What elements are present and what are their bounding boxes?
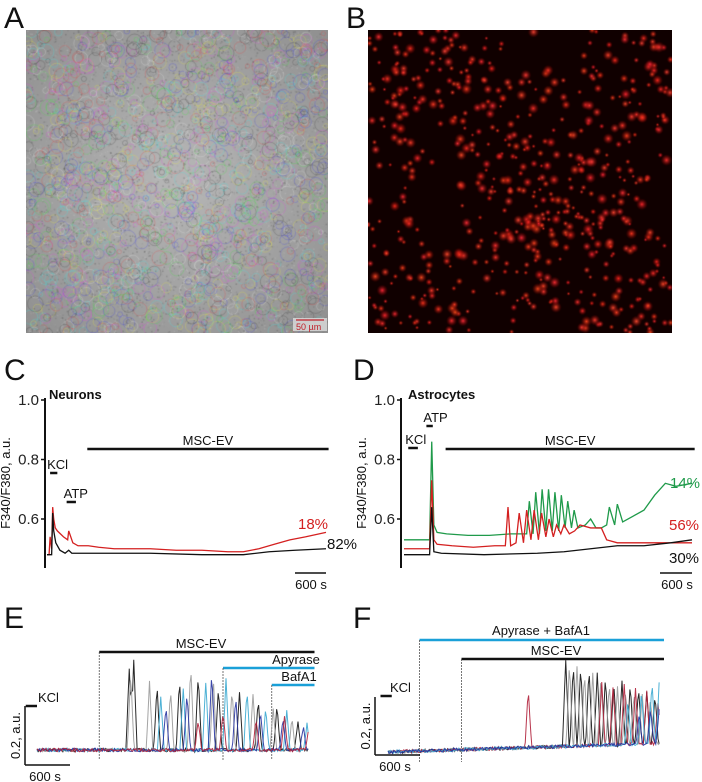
- chart-f: KCl Apyrase + BafA1 MSC-EV 0.2, a.u. 600 s: [358, 623, 664, 774]
- amplitude-scale-label: 0.2, a.u.: [358, 703, 373, 750]
- time-scale-label: 600 s: [379, 759, 411, 774]
- chart-d-title: Astrocytes: [408, 387, 475, 402]
- time-scale-label: 600 s: [661, 577, 693, 592]
- trace: [36, 678, 309, 754]
- y-axis-label: F340/F380, a.u.: [0, 437, 13, 529]
- stimulus-label: Apyrase: [272, 652, 320, 667]
- y-tick-label: 1.0: [18, 392, 39, 409]
- trace-label: 18%: [298, 516, 328, 533]
- stimulus-label: BafA1: [281, 669, 316, 684]
- stimulus-label: ATP: [64, 486, 88, 501]
- stimulus-label: Apyrase + BafA1: [492, 623, 590, 638]
- panel-label-b: B: [346, 2, 366, 35]
- trace: [36, 659, 309, 754]
- y-tick-label: 0.6: [374, 511, 395, 528]
- trace-14pct: [404, 441, 693, 541]
- stimulus-label: MSC-EV: [183, 433, 234, 448]
- y-tick-label: 0.6: [18, 511, 39, 528]
- trace-label: 14%: [670, 475, 700, 492]
- stimulus-label: KCl: [390, 680, 411, 695]
- panel-label-f: F: [353, 602, 371, 635]
- trace: [36, 675, 309, 753]
- panel-label-e: E: [4, 602, 24, 635]
- chart-e: KCl MSC-EV Apyrase BafA1 0.2, a.u. 600 s: [8, 636, 320, 782]
- panel-label-c: C: [4, 354, 26, 387]
- stimulus-label: MSC-EV: [531, 643, 582, 658]
- panel-label-a: A: [4, 2, 24, 35]
- trace: [36, 715, 309, 754]
- amplitude-scale-label: 0.2, a.u.: [8, 712, 23, 759]
- trace-label: 82%: [327, 536, 357, 553]
- fluorescence-micrograph: [368, 30, 672, 333]
- trace-label: 56%: [669, 517, 699, 534]
- stimulus-label: MSC-EV: [545, 433, 596, 448]
- stimulus-label: KCl: [47, 457, 68, 472]
- stimulus-label: KCl: [38, 690, 59, 705]
- y-tick-label: 1.0: [374, 392, 395, 409]
- chart-c-title: Neurons: [49, 387, 102, 402]
- stimulus-label: ATP: [423, 410, 447, 425]
- y-tick-label: 0.8: [18, 452, 39, 469]
- time-scale-label: 600 s: [295, 577, 327, 592]
- chart-c: 1.0 0.8 0.6 F340/F380, a.u. KCl ATP MSC-EV 18% 8…: [0, 392, 357, 592]
- stimulus-label: KCl: [405, 432, 426, 447]
- brightfield-micrograph: [26, 30, 328, 333]
- trace-30pct: [404, 507, 693, 556]
- stimulus-label: MSC-EV: [176, 636, 227, 651]
- time-scale-label: 600 s: [29, 769, 61, 782]
- trace-56pct: [404, 480, 692, 550]
- panel-label-d: D: [353, 354, 375, 387]
- y-tick-label: 0.8: [374, 452, 395, 469]
- trace-label: 30%: [669, 550, 699, 567]
- y-axis-label: F340/F380, a.u.: [354, 437, 369, 529]
- trace-18pct: [47, 507, 327, 556]
- trace: [387, 682, 660, 755]
- scale-bar-box: [293, 318, 327, 331]
- trace: [387, 709, 660, 755]
- scale-bar-label: 50 µm: [296, 322, 321, 332]
- chart-d: 1.0 0.8 0.6 F340/F380, a.u. KCl ATP MSC-EV 14% 5…: [354, 392, 700, 592]
- trace-82pct: [47, 513, 327, 556]
